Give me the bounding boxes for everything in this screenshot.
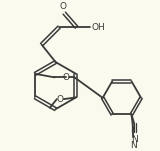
Text: O: O bbox=[62, 73, 69, 82]
Text: N: N bbox=[131, 135, 137, 143]
Text: OH: OH bbox=[91, 23, 105, 32]
Text: N: N bbox=[130, 141, 137, 150]
Text: O: O bbox=[59, 2, 66, 11]
Text: O: O bbox=[57, 95, 64, 104]
